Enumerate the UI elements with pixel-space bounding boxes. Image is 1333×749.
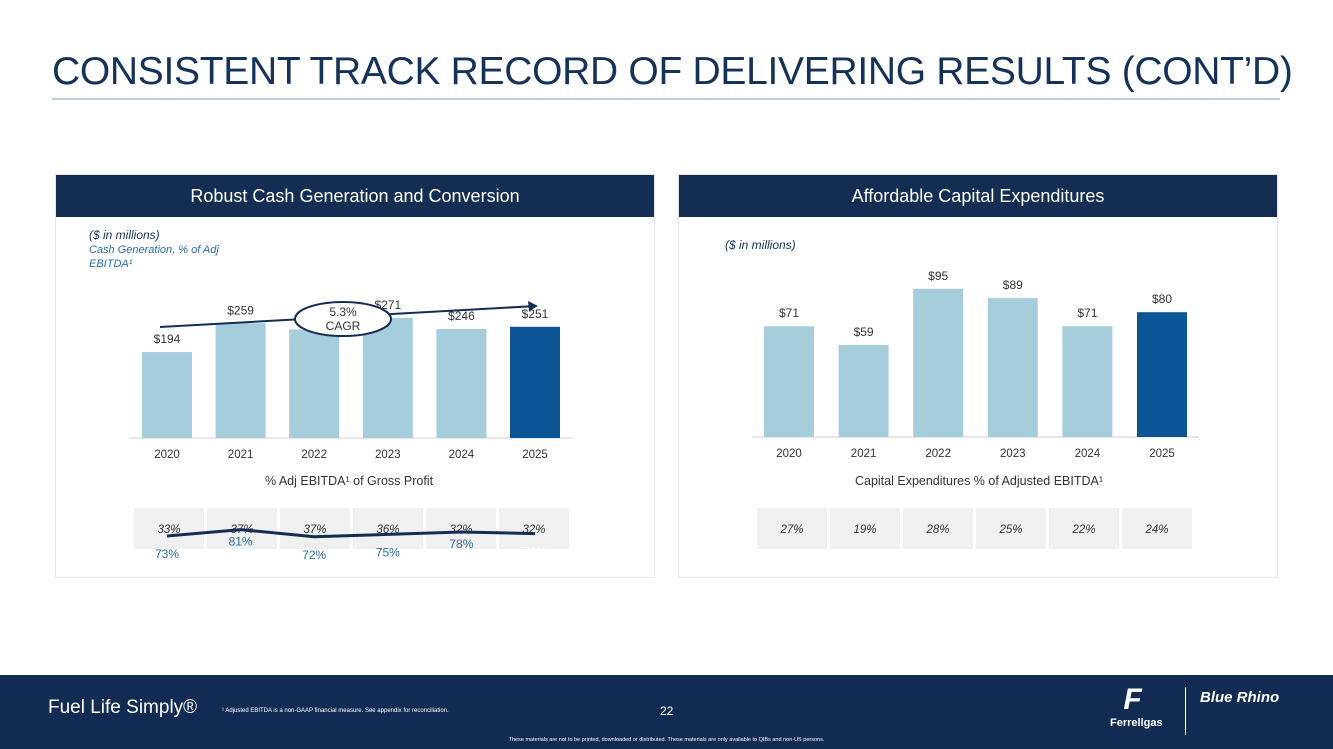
line-label: 75% bbox=[376, 545, 400, 559]
footnote: ¹ Adjusted EBITDA is a non-GAAP financia… bbox=[222, 708, 449, 714]
table-cell bbox=[757, 508, 827, 549]
table-value: 32% bbox=[449, 524, 472, 536]
table-value: 28% bbox=[925, 524, 949, 536]
slogan: Fuel Life Simply® bbox=[48, 697, 198, 718]
bar-2022 bbox=[289, 329, 340, 438]
arrow-head bbox=[528, 301, 538, 311]
panel-header: Robust Cash Generation and Conversion bbox=[56, 175, 654, 217]
table-cell bbox=[426, 508, 496, 549]
bar-2021 bbox=[215, 323, 266, 438]
bar-2020 bbox=[764, 326, 814, 437]
line-label: 81% bbox=[229, 535, 253, 549]
units-label: ($ in millions) bbox=[89, 228, 160, 242]
x-tick-label: 2025 bbox=[1149, 448, 1175, 460]
value-label: $259 bbox=[227, 303, 254, 317]
line-series-label: Cash Generation, % of Adj EBITDA¹ bbox=[89, 244, 219, 270]
x-tick-label: 2024 bbox=[1075, 448, 1101, 460]
bar-2022 bbox=[913, 288, 964, 437]
line-label: 76% bbox=[523, 545, 547, 559]
table-cell bbox=[903, 508, 973, 549]
bar-2025 bbox=[1137, 312, 1187, 437]
cash-generation-chart: $194202033%$259202137%$245202237%$271202… bbox=[130, 298, 572, 562]
capex-panel: Affordable Capital Expenditures ($ in mi… bbox=[678, 174, 1278, 578]
blue-rhino-logo-text: Blue Rhino bbox=[1200, 689, 1280, 706]
value-label: $71 bbox=[1077, 306, 1097, 320]
table-value: 22% bbox=[1071, 524, 1095, 536]
value-label: $95 bbox=[928, 269, 948, 283]
x-tick-label: 2021 bbox=[851, 448, 877, 460]
ferrellgas-logo-text: Ferrellgas bbox=[1110, 717, 1163, 729]
x-tick-label: 2025 bbox=[522, 449, 548, 461]
table-value: 24% bbox=[1144, 524, 1168, 536]
table-title: Capital Expenditures % of Adjusted EBITD… bbox=[855, 474, 1103, 488]
units-label: ($ in millions) bbox=[725, 238, 796, 252]
table-value: 25% bbox=[998, 524, 1022, 536]
line-label: 73% bbox=[155, 547, 179, 561]
x-tick-label: 2023 bbox=[1000, 448, 1026, 460]
blue-rhino-logo: Blue Rhino bbox=[1200, 689, 1280, 706]
table-title: % Adj EBITDA¹ of Gross Profit bbox=[265, 474, 434, 488]
disclaimer: These materials are not to be printed, d… bbox=[508, 737, 825, 743]
value-label: $194 bbox=[154, 332, 181, 346]
bar-2020 bbox=[142, 352, 192, 438]
value-label: $246 bbox=[448, 309, 475, 323]
x-tick-label: 2023 bbox=[375, 449, 401, 461]
line-label: 72% bbox=[302, 548, 326, 562]
value-label: $89 bbox=[1003, 278, 1023, 292]
x-tick-label: 2022 bbox=[301, 449, 327, 461]
panel-header: Affordable Capital Expenditures bbox=[679, 175, 1277, 217]
value-label: $71 bbox=[779, 306, 799, 320]
value-label: $251 bbox=[522, 307, 549, 321]
page-number: 22 bbox=[660, 704, 674, 718]
bar-2024 bbox=[436, 329, 487, 438]
page-title: CONSISTENT TRACK RECORD OF DELIVERING RE… bbox=[52, 50, 1293, 93]
table-cell bbox=[134, 508, 204, 549]
table-value: 27% bbox=[779, 524, 803, 536]
table-value: 33% bbox=[157, 524, 180, 536]
x-tick-label: 2022 bbox=[925, 448, 951, 460]
x-tick-label: 2020 bbox=[776, 448, 802, 460]
x-tick-label: 2020 bbox=[154, 449, 180, 461]
cagr-bubble bbox=[294, 301, 392, 337]
ferrellgas-logo: F Ferrellgas bbox=[1110, 683, 1163, 729]
bar-2025 bbox=[510, 326, 560, 438]
capex-chart: $71 2020 27% $59 2021 19% $95 2022 28% $89 2023 25%… bbox=[752, 269, 1199, 549]
x-tick-label: 2021 bbox=[228, 449, 254, 461]
cash-generation-panel: Robust Cash Generation and Conversion ($… bbox=[55, 174, 655, 578]
logo-divider bbox=[1185, 687, 1186, 735]
bar-2023 bbox=[987, 298, 1038, 437]
line-label: 78% bbox=[449, 537, 473, 551]
footer: Fuel Life Simply® ¹ Adjusted EBITDA is a… bbox=[0, 675, 1333, 749]
bar-2021 bbox=[838, 344, 889, 437]
title-rule bbox=[52, 98, 1280, 100]
cagr-value: 5.3% bbox=[329, 305, 357, 319]
cagr-label: CAGR bbox=[326, 319, 361, 333]
table-cell bbox=[280, 508, 350, 549]
table-cell bbox=[1049, 508, 1119, 549]
line-series bbox=[166, 528, 536, 539]
table-cell bbox=[976, 508, 1046, 549]
bar-2023 bbox=[362, 317, 413, 438]
x-tick-label: 2024 bbox=[449, 449, 475, 461]
table-cell bbox=[830, 508, 900, 549]
table-value: 37% bbox=[303, 524, 326, 536]
table-cell bbox=[1122, 508, 1192, 549]
bar-2024 bbox=[1062, 326, 1113, 437]
value-label: $80 bbox=[1152, 292, 1172, 306]
table-cell bbox=[353, 508, 423, 549]
table-value: 19% bbox=[853, 524, 876, 536]
table-cell bbox=[499, 508, 569, 549]
value-label: $59 bbox=[854, 325, 874, 339]
